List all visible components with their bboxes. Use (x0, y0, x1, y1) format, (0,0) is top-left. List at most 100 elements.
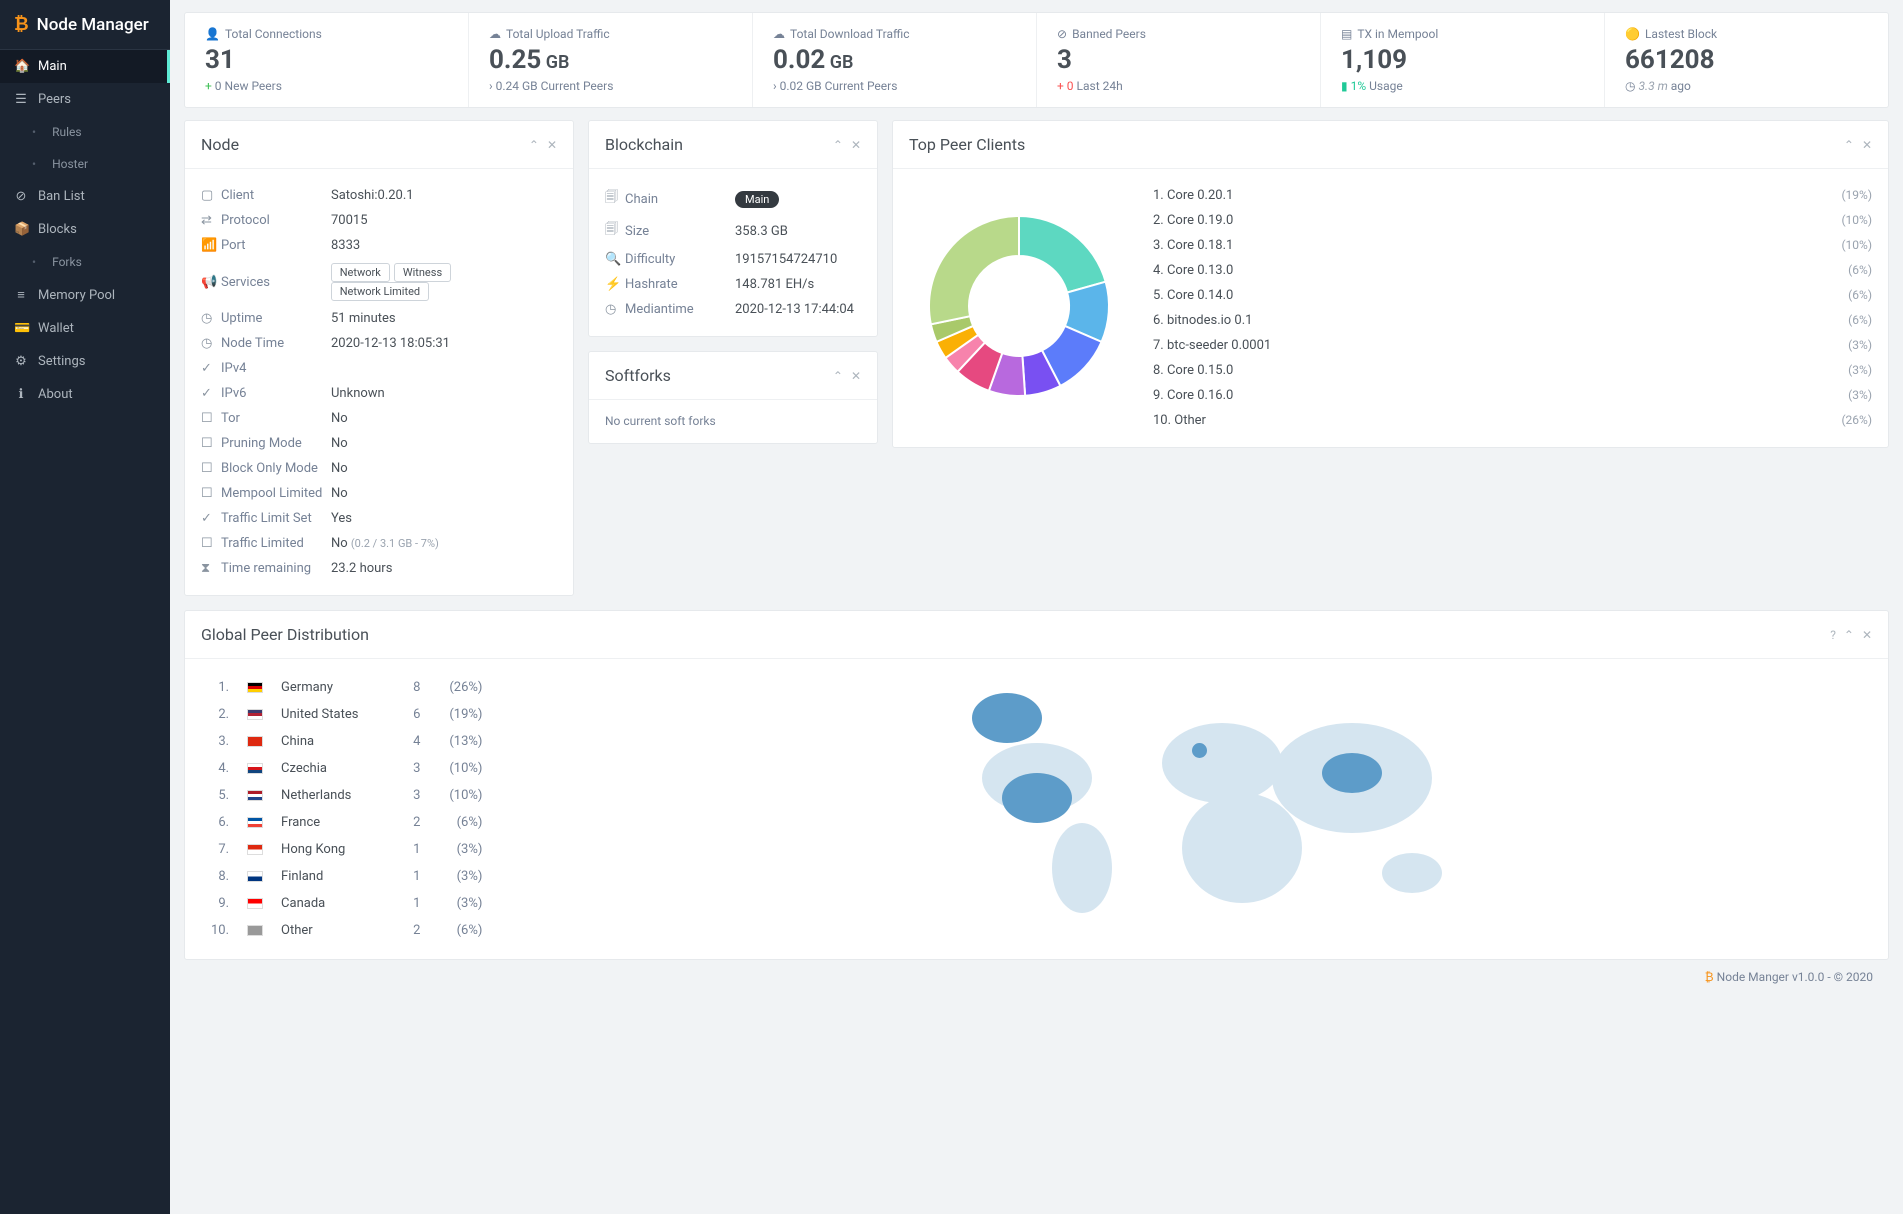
nav-icon: ⚙ (14, 354, 28, 369)
kv-value: NetworkWitnessNetwork Limited (331, 263, 557, 301)
app-title-text: Node Manager (37, 15, 149, 35)
stat-value: 3 (1057, 45, 1300, 75)
nav-ban-list[interactable]: ⊘Ban List (0, 180, 170, 213)
stat-label-text: Banned Peers (1072, 27, 1146, 41)
nav-icon: ≡ (14, 287, 28, 303)
kv-label-text: Mempool Limited (221, 486, 322, 501)
stat-total-download-traffic: ☁Total Download Traffic0.02 GB› 0.02 GB … (753, 13, 1037, 107)
service-badge: Network Limited (331, 282, 429, 301)
stat-label-text: Lastest Block (1645, 27, 1717, 41)
kv-icon: ☐ (201, 461, 214, 476)
nav-label: Memory Pool (38, 288, 115, 303)
stat-sub: ▮ 1% Usage (1341, 79, 1584, 93)
flag-icon (247, 682, 263, 693)
kv-chain: 🗐ChainMain (605, 183, 861, 215)
close-icon[interactable]: ✕ (1862, 138, 1872, 152)
kv-icon: ✓ (201, 361, 214, 376)
collapse-icon[interactable]: ⌃ (833, 369, 843, 383)
nav-sub-rules[interactable]: Rules (0, 116, 170, 148)
nav-sub-hoster[interactable]: Hoster (0, 148, 170, 180)
collapse-icon[interactable]: ⌃ (833, 138, 843, 152)
nav-memory-pool[interactable]: ≡ Memory Pool (0, 278, 170, 312)
kv-value: 2020-12-13 18:05:31 (331, 336, 450, 351)
close-icon[interactable]: ✕ (1862, 628, 1872, 642)
country-row: 7.Hong Kong1(3%) (203, 837, 490, 862)
kv-value: Unknown (331, 386, 385, 401)
kv-size: 🗐Size358.3 GB (605, 215, 861, 247)
kv-icon: ◷ (201, 311, 214, 326)
kv-protocol: ⇄Protocol70015 (201, 208, 557, 233)
kv-label-text: Traffic Limited (221, 536, 304, 551)
app-title: ₿ Node Manager (0, 0, 170, 50)
nav-label: Blocks (38, 222, 77, 237)
stat-total-upload-traffic: ☁Total Upload Traffic0.25 GB› 0.24 GB Cu… (469, 13, 753, 107)
peer-client-item: 10. Other(26%) (1153, 408, 1872, 433)
kv-value: Yes (331, 511, 352, 526)
close-icon[interactable]: ✕ (851, 369, 861, 383)
kv-time-remaining: ⧗Time remaining23.2 hours (201, 556, 557, 581)
nav-icon: 📦 (14, 222, 28, 237)
stat-icon: ☁ (773, 27, 785, 41)
kv-label-text: Pruning Mode (221, 436, 302, 451)
nav-icon: 💳 (14, 321, 28, 336)
kv-block-only-mode: ☐Block Only ModeNo (201, 456, 557, 481)
flag-icon (247, 763, 263, 774)
country-row: 9.Canada1(3%) (203, 891, 490, 916)
stat-sub: ◷ 3.3 m ago (1625, 79, 1868, 93)
kv-icon: ⧗ (201, 561, 214, 576)
kv-label-text: Time remaining (221, 561, 311, 576)
peer-client-list: 1. Core 0.20.1(19%)2. Core 0.19.0(10%)3.… (1153, 183, 1872, 433)
softforks-panel: Softforks ⌃ ✕ No current soft forks (588, 351, 878, 444)
flag-icon (247, 736, 263, 747)
close-icon[interactable]: ✕ (851, 138, 861, 152)
kv-label-text: Size (625, 224, 649, 239)
help-icon[interactable]: ? (1830, 628, 1836, 642)
collapse-icon[interactable]: ⌃ (529, 138, 539, 152)
kv-icon: 📶 (201, 238, 214, 253)
nav-icon: 🏠 (14, 59, 28, 74)
stat-sub: + 0 New Peers (205, 79, 448, 93)
stat-icon: ▤ (1341, 27, 1352, 41)
kv-label-text: IPv6 (221, 386, 246, 401)
collapse-icon[interactable]: ⌃ (1844, 628, 1854, 642)
kv-icon: 🔍 (605, 252, 618, 267)
peer-client-item: 2. Core 0.19.0(10%) (1153, 208, 1872, 233)
blockchain-panel-title: Blockchain (605, 135, 683, 154)
kv-label-text: Port (221, 238, 246, 253)
kv-value: Satoshi:0.20.1 (331, 188, 414, 203)
kv-client: ▢ClientSatoshi:0.20.1 (201, 183, 557, 208)
peer-client-item: 3. Core 0.18.1(10%) (1153, 233, 1872, 258)
stat-label-text: Total Connections (225, 27, 322, 41)
kv-mediantime: ◷Mediantime2020-12-13 17:44:04 (605, 297, 861, 322)
kv-icon: ☐ (201, 411, 214, 426)
nav-icon: ℹ (14, 387, 28, 402)
kv-services: 📢ServicesNetworkWitnessNetwork Limited (201, 258, 557, 306)
nav-main[interactable]: 🏠 Main (0, 50, 170, 83)
nav-blocks[interactable]: 📦 Blocks (0, 213, 170, 246)
flag-icon (247, 871, 263, 882)
nav-label: Main (38, 59, 67, 74)
kv-value: Main (735, 192, 779, 207)
kv-traffic-limited: ☐Traffic LimitedNo (0.2 / 3.1 GB - 7%) (201, 531, 557, 556)
peer-client-item: 7. btc-seeder 0.0001(3%) (1153, 333, 1872, 358)
country-row: 6.France2(6%) (203, 810, 490, 835)
country-row: 2.United States6(19%) (203, 702, 490, 727)
footer-copy: - © 2020 (1824, 970, 1873, 984)
kv-icon: ☐ (201, 486, 214, 501)
close-icon[interactable]: ✕ (547, 138, 557, 152)
nav-wallet[interactable]: 💳Wallet (0, 312, 170, 345)
node-panel-title: Node (201, 135, 239, 154)
softforks-panel-title: Softforks (605, 366, 671, 385)
nav-peers[interactable]: ☰Peers (0, 83, 170, 116)
collapse-icon[interactable]: ⌃ (1844, 138, 1854, 152)
stat-tx-in-mempool: ▤TX in Mempool1,109▮ 1% Usage (1321, 13, 1605, 107)
nav-sub-forks[interactable]: Forks (0, 246, 170, 278)
nav-about[interactable]: ℹAbout (0, 378, 170, 411)
kv-icon: ▢ (201, 188, 214, 203)
kv-label-text: Mediantime (625, 302, 694, 317)
flag-icon (247, 817, 263, 828)
flag-icon (247, 709, 263, 720)
stat-lastest-block: 🟡Lastest Block661208◷ 3.3 m ago (1605, 13, 1888, 107)
nav-settings[interactable]: ⚙Settings (0, 345, 170, 378)
stat-icon: ⊘ (1057, 27, 1067, 41)
